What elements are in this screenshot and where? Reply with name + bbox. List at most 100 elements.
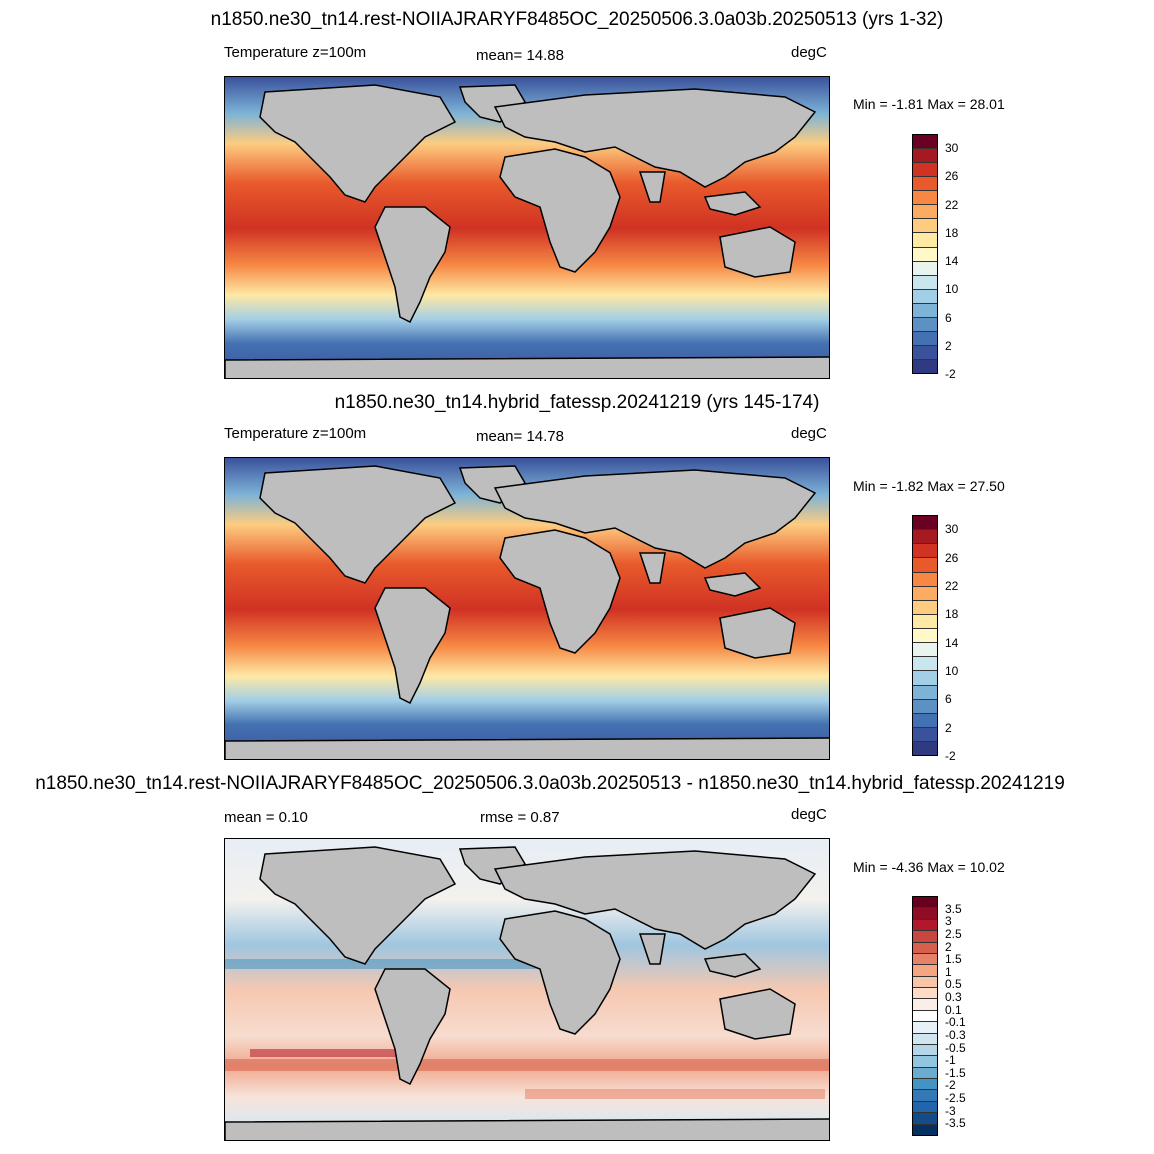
colorbar-box [913, 614, 937, 629]
colorbar-tick-label: -0.5 [945, 1040, 966, 1055]
colorbar-box [913, 942, 937, 954]
colorbar-box [913, 1124, 937, 1135]
colorbar-tick-label: 30 [945, 522, 959, 537]
colorbar-tick-label: 26 [945, 550, 959, 565]
colorbar-tick-label: 0.3 [945, 990, 962, 1005]
colorbar-box [913, 289, 937, 304]
colorbar-box [913, 247, 937, 262]
colorbar-tick-label: 0.1 [945, 1002, 962, 1017]
colorbar-tick-label: 1.5 [945, 952, 962, 967]
colorbar-box [913, 1022, 937, 1034]
colorbar-tick-label: 2.5 [945, 926, 962, 941]
colorbar-box [913, 586, 937, 601]
colorbar-tick-label: -2 [945, 367, 956, 381]
colorbar-box [913, 671, 937, 686]
colorbar-tick-label: 6 [945, 310, 952, 325]
colorbar-tick-label: -2.5 [945, 1091, 966, 1106]
colorbar-box [913, 976, 937, 988]
colorbar-tick-label: 22 [945, 578, 959, 593]
panel-title: n1850.ne30_tn14.rest-NOIIAJRARYF8485OC_2… [35, 773, 1065, 794]
colorbar-box [913, 685, 937, 700]
colorbar-box [913, 205, 937, 220]
colorbar-tick-label: 2 [945, 338, 952, 353]
min-max-label: Min = -1.81 Max = 28.01 [853, 96, 1005, 112]
colorbar-box [913, 1090, 937, 1102]
temperature-map [224, 76, 830, 379]
colorbar-box [913, 999, 937, 1011]
colorbar-box [913, 331, 937, 346]
colorbar-box [913, 1056, 937, 1068]
colorbar-tick-label: -0.1 [945, 1015, 966, 1030]
colorbar-tick-label: 10 [945, 282, 959, 297]
colorbar-tick-label: 14 [945, 254, 959, 269]
colorbar-box [913, 1101, 937, 1114]
colorbar-tick-label: 18 [945, 607, 959, 622]
colorbar-tick-label: 30 [945, 141, 959, 156]
colorbar-box [913, 163, 937, 178]
temperature-map [224, 457, 830, 760]
colorbar-box [913, 1113, 937, 1125]
variable-label: Temperature z=100m [224, 44, 367, 61]
rmse-label: rmse = 0.87 [480, 809, 560, 826]
colorbar-tick-label: 26 [945, 169, 959, 184]
units-label: degC [791, 425, 827, 442]
mean-label: mean= 14.88 [476, 47, 564, 64]
panel-title: n1850.ne30_tn14.hybrid_fatessp.20241219 … [334, 392, 820, 413]
colorbar-box [913, 572, 937, 587]
mean-label: mean = 0.10 [224, 809, 308, 826]
colorbar-box [913, 908, 937, 920]
colorbar-tick-label: 14 [945, 635, 959, 650]
colorbar-box [913, 1033, 937, 1045]
colorbar-box [913, 219, 937, 234]
colorbar-box [913, 897, 937, 909]
colorbar-box [913, 516, 937, 531]
colorbar-box [913, 1067, 937, 1079]
colorbar-box [913, 965, 937, 977]
colorbar-box [913, 629, 937, 644]
colorbar-tick-label: -1 [945, 1053, 956, 1068]
colorbar-tick-label: -2 [945, 1078, 956, 1093]
colorbar-box [913, 191, 937, 206]
colorbar-tick-label: 22 [945, 197, 959, 212]
colorbar-box [913, 275, 937, 290]
colorbar-tick-label: 3 [945, 914, 952, 929]
colorbar-box [913, 317, 937, 332]
colorbar-box [913, 1079, 937, 1091]
min-max-label: Min = -4.36 Max = 10.02 [853, 859, 1005, 875]
colorbar-tick-label: 10 [945, 663, 959, 678]
colorbar-tick-label: 6 [945, 692, 952, 707]
colorbar-tick-label: -2 [945, 749, 956, 763]
colorbar-box [913, 953, 937, 966]
colorbar-box [913, 727, 937, 742]
colorbar-box [913, 657, 937, 672]
colorbar-tick-label: -1.5 [945, 1065, 966, 1080]
colorbar-box [913, 303, 937, 318]
colorbar-tick-label: -3 [945, 1103, 956, 1118]
colorbar-box [913, 544, 937, 559]
colorbar-box [913, 1010, 937, 1023]
variable-label: Temperature z=100m [224, 425, 367, 442]
colorbar-box [913, 919, 937, 932]
units-label: degC [791, 806, 827, 823]
colorbar-tick-label: 2 [945, 720, 952, 735]
colorbar-tick-label: 18 [945, 225, 959, 240]
min-max-label: Min = -1.82 Max = 27.50 [853, 478, 1005, 494]
colorbar [912, 134, 938, 374]
colorbar-box [913, 360, 937, 374]
colorbar-box [913, 742, 937, 756]
colorbar-box [913, 699, 937, 714]
colorbar-ticks: 3.5 3 2.5 2 1.5 1 0.5 0.3 0.1 -0.1 -0.3 -0.5 -1 -1.5-… [945, 896, 1005, 1136]
colorbar-box [913, 558, 937, 573]
colorbar-box [913, 931, 937, 943]
colorbar-box [913, 233, 937, 248]
colorbar-tick-label: -0.3 [945, 1027, 966, 1042]
colorbar-tick-label: 0.5 [945, 977, 962, 992]
units-label: degC [791, 44, 827, 61]
colorbar-tick-label: 3.5 [945, 901, 962, 916]
colorbar-ticks: 30 26 22 18 14 10 6 2 -2 [945, 515, 1005, 762]
colorbar-box [913, 149, 937, 164]
colorbar-tick-label: -3.5 [945, 1116, 966, 1131]
colorbar-box [913, 988, 937, 1000]
difference-map [224, 838, 830, 1141]
panel-title: n1850.ne30_tn14.rest-NOIIAJRARYF8485OC_2… [210, 9, 944, 30]
